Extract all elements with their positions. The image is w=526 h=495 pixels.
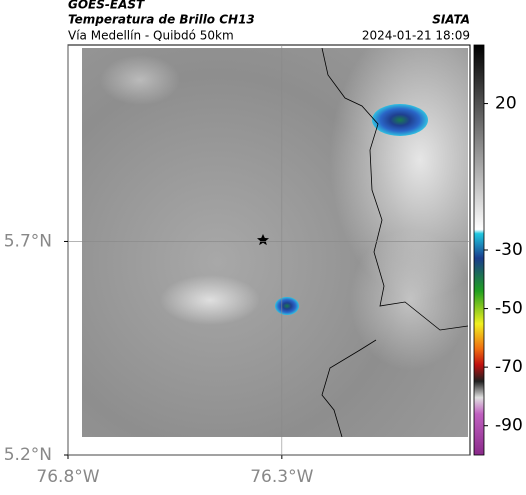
source: SIATA bbox=[432, 13, 470, 27]
colorbar-tick-label: 20 bbox=[495, 94, 517, 114]
axes: 76.8°W 76.3°W 5.2°N 5.7°N bbox=[4, 45, 470, 487]
colorbar-tick-label: -30 bbox=[495, 240, 523, 260]
colorbar-ticks: 20 -30 -50 -70 -90 bbox=[484, 94, 523, 436]
region: Vía Medellín - Quibdó 50km bbox=[68, 29, 234, 43]
lat-tick-label: 5.2°N bbox=[4, 445, 52, 465]
lon-tick-label: 76.8°W bbox=[36, 467, 99, 487]
colorbar-tick-label: -90 bbox=[495, 416, 523, 436]
datetime: 2024-01-21 18:09 bbox=[362, 29, 470, 43]
agency: GOES-EAST bbox=[68, 0, 145, 12]
colorbar-tick-label: -70 bbox=[495, 357, 523, 377]
lon-tick-label: 76.3°W bbox=[250, 467, 313, 487]
location-marker bbox=[257, 234, 269, 246]
lat-tick-label: 5.7°N bbox=[4, 231, 52, 251]
satellite-image bbox=[82, 48, 468, 437]
product: Temperatura de Brillo CH13 bbox=[68, 13, 255, 27]
colorbar bbox=[473, 44, 485, 456]
colorbar-tick-label: -50 bbox=[495, 299, 523, 319]
